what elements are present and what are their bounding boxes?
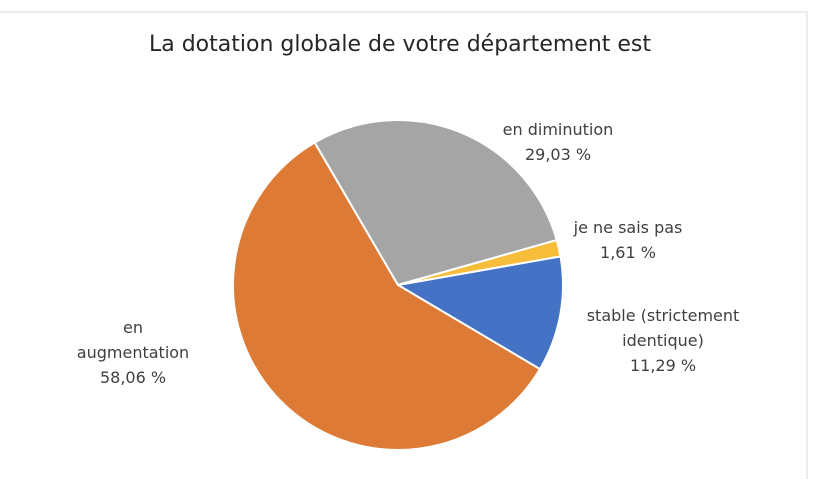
chart-frame [0, 11, 808, 479]
value-label: 1,61 % [600, 243, 656, 262]
pie-slice [395, 255, 564, 371]
pie-slice [232, 141, 542, 451]
slice-label: en diminution 29,03 % [478, 117, 638, 167]
value-label: 58,06 % [99, 368, 167, 387]
slice-label: stable (strictement identique) 11,29 % [568, 303, 758, 378]
chart-title: La dotation globale de votre département… [148, 32, 651, 57]
slice-label: en augmentation 58,06 % [63, 315, 203, 390]
category-label: en diminution [502, 120, 614, 139]
value-label: 11,29 % [629, 356, 697, 375]
pie-slice [397, 238, 562, 286]
slice-label: je ne sais pas 1,61 % [548, 215, 708, 265]
category-label: je ne sais pas [573, 218, 683, 237]
category-label: stable (strictement identique) [586, 306, 740, 350]
value-label: 29,03 % [524, 145, 592, 164]
pie-slice [313, 119, 559, 287]
category-label: en augmentation [76, 318, 190, 362]
